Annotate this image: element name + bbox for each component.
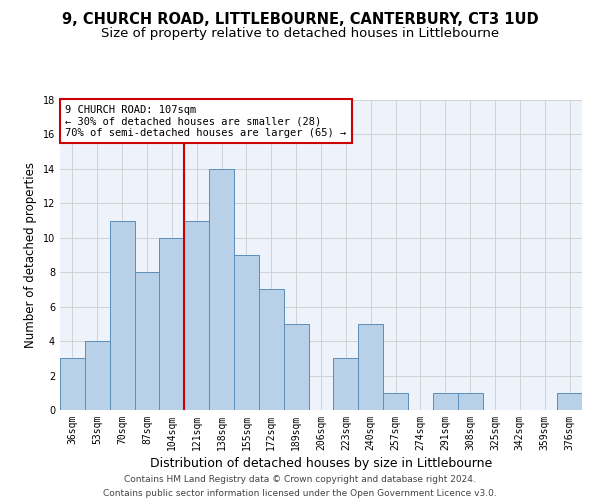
Bar [160,238,184,410]
Bar [433,393,458,410]
Bar [334,358,358,410]
Text: Contains HM Land Registry data © Crown copyright and database right 2024.
Contai: Contains HM Land Registry data © Crown c… [103,476,497,498]
Bar [234,255,259,410]
Bar [284,324,308,410]
Bar [110,220,134,410]
Bar [358,324,383,410]
X-axis label: Distribution of detached houses by size in Littlebourne: Distribution of detached houses by size … [150,457,492,470]
Bar [60,358,85,410]
Bar [557,393,582,410]
Text: Size of property relative to detached houses in Littlebourne: Size of property relative to detached ho… [101,28,499,40]
Bar [259,290,284,410]
Text: 9, CHURCH ROAD, LITTLEBOURNE, CANTERBURY, CT3 1UD: 9, CHURCH ROAD, LITTLEBOURNE, CANTERBURY… [62,12,538,28]
Bar [85,341,110,410]
Text: 9 CHURCH ROAD: 107sqm
← 30% of detached houses are smaller (28)
70% of semi-deta: 9 CHURCH ROAD: 107sqm ← 30% of detached … [65,104,346,138]
Bar [184,220,209,410]
Bar [209,169,234,410]
Bar [134,272,160,410]
Y-axis label: Number of detached properties: Number of detached properties [24,162,37,348]
Bar [458,393,482,410]
Bar [383,393,408,410]
